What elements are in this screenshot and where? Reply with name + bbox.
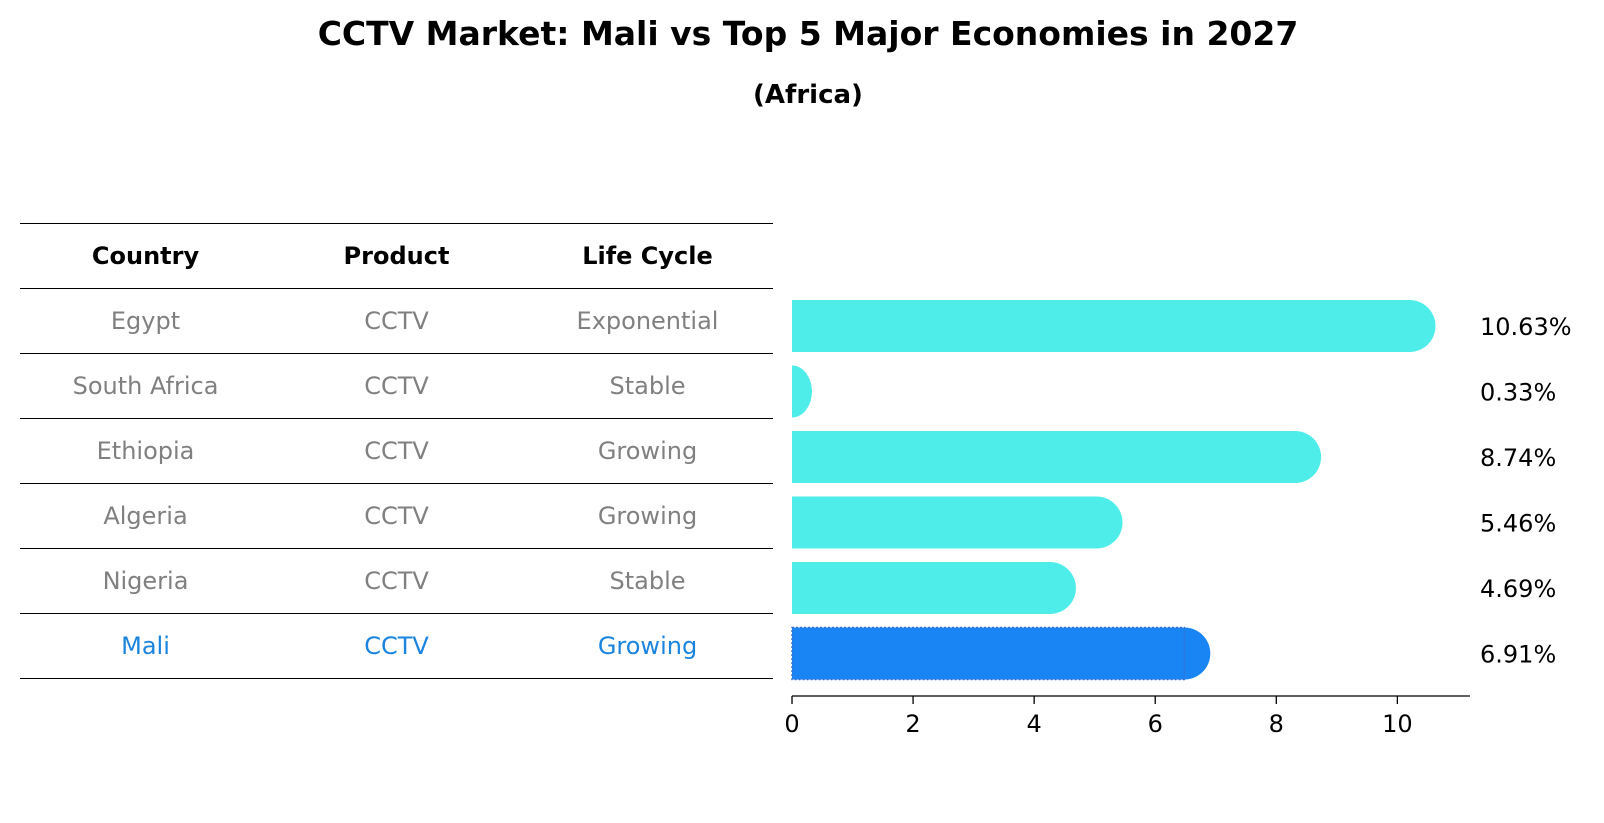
x-tick-label: 8: [1269, 710, 1284, 738]
cell-life-cycle: Growing: [522, 418, 773, 484]
bar-value-label: 6.91%: [1480, 641, 1556, 669]
cell-country: Ethiopia: [20, 418, 271, 484]
bar-mali: [792, 627, 1211, 680]
column-header-life-cycle: Life Cycle: [522, 223, 773, 289]
x-tick-label: 4: [1027, 710, 1042, 738]
column-header-product: Product: [271, 223, 522, 289]
cell-life-cycle: Growing: [522, 483, 773, 549]
bar-value-label: 8.74%: [1480, 444, 1556, 472]
bar-highlight-outline: [791, 626, 1186, 681]
x-tick-label: 6: [1148, 710, 1163, 738]
x-tick-label: 10: [1382, 710, 1413, 738]
cell-country: Algeria: [20, 483, 271, 549]
bar-ethiopia: [792, 431, 1322, 483]
table-row: Nigeria CCTV Stable: [20, 548, 773, 614]
bar-value-label: 4.69%: [1480, 575, 1556, 603]
table-header-row: Country Product Life Cycle: [20, 223, 773, 289]
table-row: Algeria CCTV Growing: [20, 483, 773, 549]
bar-egypt: [792, 300, 1436, 352]
cell-life-cycle: Growing: [522, 613, 773, 679]
x-tick-label: 2: [905, 710, 920, 738]
chart-subtitle: (Africa): [753, 80, 863, 110]
table-row: Ethiopia CCTV Growing: [20, 418, 773, 484]
table-row: Egypt CCTV Exponential: [20, 288, 773, 354]
cell-country: Nigeria: [20, 548, 271, 614]
bar-value-label: 0.33%: [1480, 379, 1556, 407]
column-header-country: Country: [20, 223, 271, 289]
chart-title: CCTV Market: Mali vs Top 5 Major Economi…: [317, 14, 1299, 53]
bar-nigeria: [792, 562, 1076, 614]
cell-country: Egypt: [20, 288, 271, 354]
cell-product: CCTV: [271, 288, 522, 354]
bar-value-label: 5.46%: [1480, 510, 1556, 538]
cell-country: Mali: [20, 613, 271, 679]
bar-value-label: 10.63%: [1480, 313, 1572, 341]
cell-life-cycle: Exponential: [522, 288, 773, 354]
cell-product: CCTV: [271, 548, 522, 614]
cell-product: CCTV: [271, 483, 522, 549]
table-row: South Africa CCTV Stable: [20, 353, 773, 419]
table-row-highlight: Mali CCTV Growing: [20, 613, 773, 679]
cell-life-cycle: Stable: [522, 548, 773, 614]
x-tick-label: 0: [784, 710, 799, 738]
bar-algeria: [792, 496, 1123, 549]
cell-product: CCTV: [271, 353, 522, 419]
cell-product: CCTV: [271, 418, 522, 484]
cell-product: CCTV: [271, 613, 522, 679]
bar-south-africa: [792, 365, 812, 418]
data-table: Country Product Life Cycle Egypt CCTV Ex…: [20, 223, 773, 679]
cell-life-cycle: Stable: [522, 353, 773, 419]
cell-country: South Africa: [20, 353, 271, 419]
